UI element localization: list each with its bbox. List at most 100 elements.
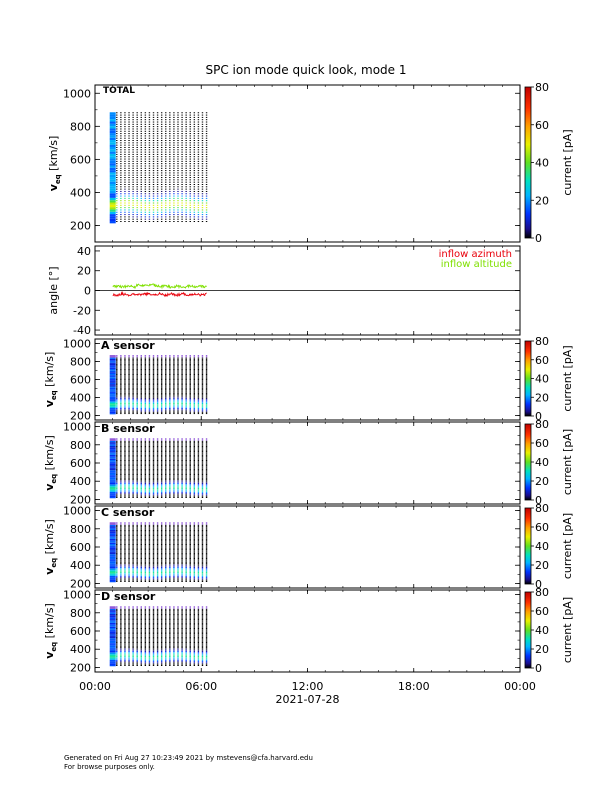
heat-cell: [205, 181, 208, 183]
heat-cell: [116, 193, 118, 195]
heat-cell: [185, 151, 187, 153]
heat-cell: [128, 606, 130, 608]
heat-cell: [152, 207, 155, 209]
heat-cell: [116, 648, 118, 650]
heat-cell: [144, 218, 147, 220]
heat-cell: [116, 540, 118, 542]
heat-cell: [116, 389, 118, 391]
heat-cell: [205, 156, 208, 158]
heat-cell: [185, 489, 187, 491]
heat-cell: [132, 549, 134, 551]
heat-cell: [156, 545, 159, 547]
heat-cell: [189, 452, 191, 454]
heat-cell: [120, 360, 122, 362]
heat-cell: [205, 541, 208, 543]
heat-cell: [148, 442, 151, 444]
heat-cell: [205, 558, 208, 560]
heat-cell: [136, 465, 138, 467]
heat-cell: [189, 123, 191, 125]
heat-cell: [124, 384, 126, 386]
heat-cell: [185, 140, 187, 142]
heat-cell: [140, 538, 142, 540]
heat-cell: [124, 486, 126, 488]
heat-cell: [173, 580, 175, 582]
heat-cell: [120, 209, 122, 211]
heat-cell: [189, 574, 191, 576]
heat-cell: [124, 610, 126, 612]
heat-cell: [193, 130, 196, 132]
heat-cell: [144, 536, 147, 538]
heat-cell: [148, 376, 151, 378]
heat-cell: [136, 404, 138, 406]
heat-cell: [132, 396, 134, 398]
heat-cell: [136, 550, 138, 552]
heat-cell: [140, 396, 142, 398]
heat-cell: [205, 445, 208, 447]
heat-cell: [156, 361, 159, 363]
heat-cell: [144, 568, 147, 570]
heat-cell: [124, 452, 126, 454]
heat-cell: [160, 482, 163, 484]
heat-cell: [140, 409, 142, 411]
heat-cell: [197, 133, 200, 135]
heat-cell: [165, 144, 167, 146]
heat-cell: [165, 574, 167, 576]
heat-cell: [140, 558, 142, 560]
heat-cell: [144, 389, 147, 391]
heat-cell: [205, 372, 208, 374]
heat-cell: [201, 367, 204, 369]
heat-cell: [205, 570, 208, 572]
heat-cell: [193, 559, 196, 561]
heat-cell: [116, 656, 118, 658]
heat-cell: [189, 135, 191, 137]
heat-cell: [156, 372, 159, 374]
heat-cell: [152, 160, 155, 162]
heat-cell: [181, 467, 183, 469]
heat-cell: [156, 411, 159, 413]
heat-cell: [120, 183, 122, 185]
heat-cell: [181, 181, 183, 183]
heat-cell: [156, 190, 159, 192]
heat-cell: [173, 404, 175, 406]
heat-cell: [169, 395, 171, 397]
heat-cell: [177, 482, 179, 484]
heat-cell: [124, 540, 126, 542]
heat-cell: [144, 370, 147, 372]
heat-cell: [185, 564, 187, 566]
heat-cell: [136, 181, 138, 183]
heat-cell: [185, 570, 187, 572]
heat-cell: [165, 577, 167, 579]
heat-cell: [197, 555, 200, 557]
heat-cell: [148, 385, 151, 387]
heat-cell: [201, 577, 204, 579]
heat-cell: [173, 360, 175, 362]
heat-cell: [140, 578, 142, 580]
heat-cell: [140, 654, 142, 656]
heat-cell: [201, 493, 204, 495]
heat-cell: [193, 489, 196, 491]
heat-cell: [201, 522, 204, 524]
heat-cell: [132, 384, 134, 386]
heat-cell: [205, 413, 208, 415]
heat-cell: [109, 207, 116, 210]
heat-cell: [144, 163, 147, 165]
heat-cell: [124, 170, 126, 172]
heat-cell: [165, 482, 167, 484]
heat-cell: [109, 565, 116, 567]
heat-cell: [173, 121, 175, 123]
heat-cell: [120, 524, 122, 526]
heat-cell: [189, 552, 191, 554]
heat-cell: [181, 577, 183, 579]
heat-cell: [128, 490, 130, 492]
heat-cell: [181, 456, 183, 458]
heat-cell: [140, 451, 142, 453]
heat-cell: [120, 547, 122, 549]
heat-cell: [169, 479, 171, 481]
heat-cell: [181, 142, 183, 144]
heat-cell: [132, 524, 134, 526]
heat-cell: [181, 221, 183, 223]
heat-cell: [169, 445, 171, 447]
heat-cell: [205, 389, 208, 391]
heat-cell: [205, 475, 208, 477]
heat-cell: [156, 491, 159, 493]
